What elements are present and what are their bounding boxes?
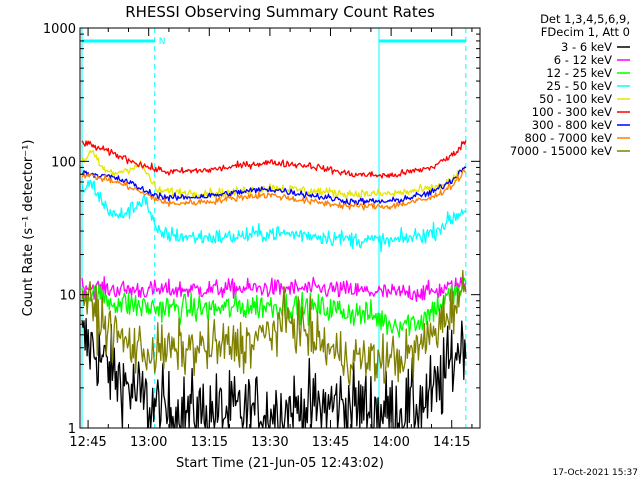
x-tick-label: 14:00: [372, 435, 409, 450]
x-tick-label: 13:30: [251, 435, 288, 450]
series-line-25-50keV: [81, 179, 467, 253]
series-layer: [81, 140, 467, 429]
series-line-800-7000keV: [81, 169, 466, 211]
legend-label: 800 - 7000 keV: [524, 131, 612, 145]
series-line-50-100keV: [81, 149, 467, 201]
series-line-7000-15000keV: [81, 269, 467, 386]
y-axis-label: Count Rate (s⁻¹ detector⁻¹): [21, 140, 36, 317]
series-line-6-12keV: [81, 276, 467, 303]
legend-label: 3 - 6 keV: [561, 40, 612, 54]
y-tick-label: 10: [59, 289, 76, 304]
x-tick-label: 13:00: [130, 435, 167, 450]
legend-label: 7000 - 15000 keV: [510, 144, 612, 158]
series-line-3-6keV: [81, 318, 467, 429]
legend-label: 12 - 25 keV: [546, 66, 612, 80]
night-markers: N: [81, 28, 467, 428]
date-stamp: 17-Oct-2021 15:37: [553, 468, 638, 478]
legend-header: Det 1,3,4,5,6,9,: [540, 12, 630, 26]
chart-title: RHESSI Observing Summary Count Rates: [125, 3, 435, 21]
x-tick-label: 13:45: [312, 435, 349, 450]
x-axis-label: Start Time (21-Jun-05 12:43:02): [176, 456, 384, 471]
legend: Det 1,3,4,5,6,9,FDecim 1, Att 03 - 6 keV…: [510, 12, 630, 158]
series-line-300-800keV: [81, 166, 467, 206]
y-tick-label: 1: [68, 422, 76, 437]
axis-ticks: 12:45 13:00 13:15 13:30 13:45 14:00 14:15 1 10 10…: [43, 22, 480, 450]
legend-label: 50 - 100 keV: [539, 92, 612, 106]
y-tick-label: 100: [51, 155, 76, 170]
legend-label: 25 - 50 keV: [546, 79, 612, 93]
legend-label: 100 - 300 keV: [532, 105, 612, 119]
x-tick-label: 13:15: [191, 435, 228, 450]
y-tick-label: 1000: [43, 22, 76, 37]
legend-label: 6 - 12 keV: [554, 53, 612, 67]
night-bar-label: N: [159, 37, 166, 47]
x-tick-label: 12:45: [69, 435, 106, 450]
series-line-100-300keV: [81, 140, 467, 179]
x-tick-label: 14:15: [433, 435, 470, 450]
legend-label: 300 - 800 keV: [532, 118, 612, 132]
legend-header: FDecim 1, Att 0: [541, 25, 630, 39]
plot-frame: [79, 27, 481, 429]
series-line-12-25keV: [81, 276, 467, 339]
